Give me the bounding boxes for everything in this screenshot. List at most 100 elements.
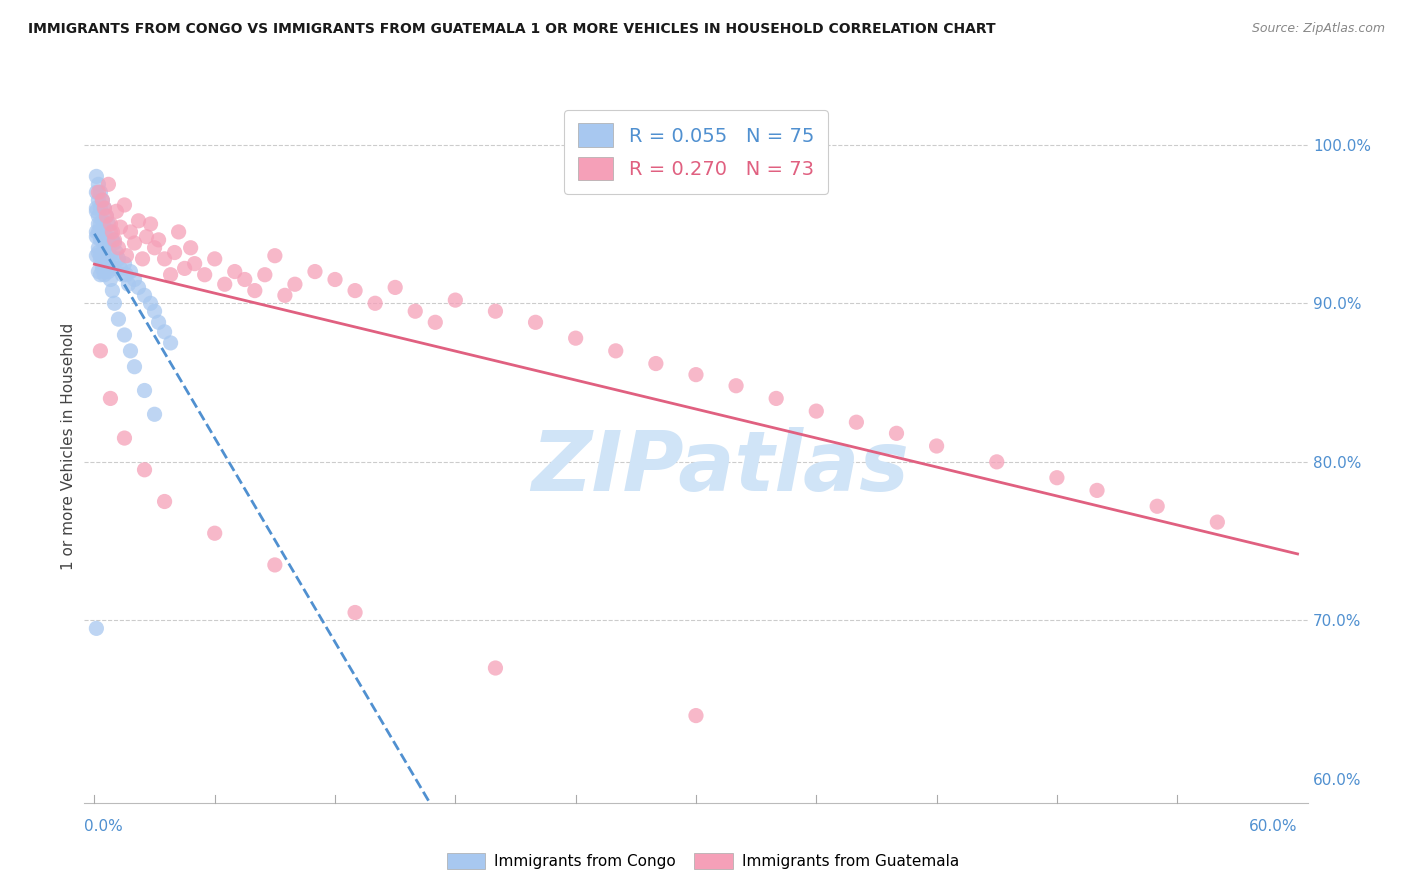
- Point: [107, 312, 129, 326]
- Point: [103, 296, 125, 310]
- Point: [101, 284, 124, 298]
- Point: [143, 407, 166, 421]
- Legend: Immigrants from Congo, Immigrants from Guatemala: Immigrants from Congo, Immigrants from G…: [441, 847, 965, 875]
- Point: [100, 225, 122, 239]
- Point: [134, 463, 156, 477]
- Point: [93, 241, 115, 255]
- Text: Source: ZipAtlas.com: Source: ZipAtlas.com: [1251, 22, 1385, 36]
- Point: [100, 392, 122, 406]
- Point: [91, 214, 114, 228]
- Point: [117, 277, 139, 292]
- Text: 0.0%: 0.0%: [84, 819, 124, 834]
- Point: [806, 404, 828, 418]
- Point: [214, 277, 236, 292]
- Point: [163, 245, 186, 260]
- Point: [153, 494, 176, 508]
- Point: [114, 198, 136, 212]
- Point: [89, 225, 111, 239]
- Point: [89, 233, 111, 247]
- Point: [148, 233, 170, 247]
- Point: [148, 315, 170, 329]
- Point: [97, 264, 120, 278]
- Point: [91, 233, 114, 247]
- Point: [685, 708, 707, 723]
- Point: [87, 225, 110, 239]
- Point: [263, 558, 285, 572]
- Text: ZIPatlas: ZIPatlas: [531, 427, 910, 508]
- Point: [134, 384, 156, 398]
- Point: [97, 261, 120, 276]
- Point: [96, 252, 118, 266]
- Point: [89, 186, 111, 200]
- Point: [87, 186, 110, 200]
- Point: [115, 249, 138, 263]
- Point: [107, 252, 129, 266]
- Point: [93, 201, 115, 215]
- Point: [114, 328, 136, 343]
- Point: [91, 261, 114, 276]
- Point: [925, 439, 948, 453]
- Point: [233, 272, 256, 286]
- Point: [344, 284, 367, 298]
- Point: [425, 315, 447, 329]
- Point: [886, 426, 908, 441]
- Point: [103, 261, 125, 276]
- Point: [224, 264, 246, 278]
- Point: [105, 245, 128, 260]
- Point: [89, 249, 111, 263]
- Point: [120, 264, 142, 278]
- Point: [87, 241, 110, 255]
- Point: [100, 249, 122, 263]
- Text: 60.0%: 60.0%: [1249, 819, 1298, 834]
- Point: [87, 245, 110, 260]
- Point: [986, 455, 1008, 469]
- Point: [143, 241, 166, 255]
- Point: [204, 526, 226, 541]
- Point: [204, 252, 226, 266]
- Point: [89, 217, 111, 231]
- Point: [159, 268, 181, 282]
- Point: [86, 204, 108, 219]
- Point: [91, 193, 114, 207]
- Point: [484, 661, 506, 675]
- Point: [111, 268, 134, 282]
- Point: [180, 241, 202, 255]
- Text: IMMIGRANTS FROM CONGO VS IMMIGRANTS FROM GUATEMALA 1 OR MORE VEHICLES IN HOUSEHO: IMMIGRANTS FROM CONGO VS IMMIGRANTS FROM…: [28, 22, 995, 37]
- Point: [110, 261, 132, 276]
- Point: [96, 229, 118, 244]
- Point: [139, 217, 162, 231]
- Point: [444, 293, 467, 307]
- Point: [101, 233, 124, 247]
- Point: [404, 304, 426, 318]
- Point: [86, 225, 108, 239]
- Point: [87, 217, 110, 231]
- Point: [87, 193, 110, 207]
- Point: [103, 235, 125, 250]
- Point: [87, 264, 110, 278]
- Point: [263, 249, 285, 263]
- Point: [89, 201, 111, 215]
- Point: [153, 325, 176, 339]
- Point: [86, 249, 108, 263]
- Point: [128, 280, 150, 294]
- Point: [115, 268, 138, 282]
- Point: [128, 214, 150, 228]
- Point: [765, 392, 787, 406]
- Point: [364, 296, 387, 310]
- Point: [93, 201, 115, 215]
- Point: [1206, 515, 1229, 529]
- Point: [135, 229, 157, 244]
- Point: [644, 357, 666, 371]
- Point: [86, 186, 108, 200]
- Point: [114, 257, 136, 271]
- Point: [685, 368, 707, 382]
- Point: [384, 280, 406, 294]
- Point: [134, 288, 156, 302]
- Point: [120, 343, 142, 358]
- Y-axis label: 1 or more Vehicles in Household: 1 or more Vehicles in Household: [60, 322, 76, 570]
- Point: [110, 220, 132, 235]
- Point: [91, 257, 114, 271]
- Point: [86, 621, 108, 635]
- Point: [524, 315, 547, 329]
- Point: [87, 178, 110, 192]
